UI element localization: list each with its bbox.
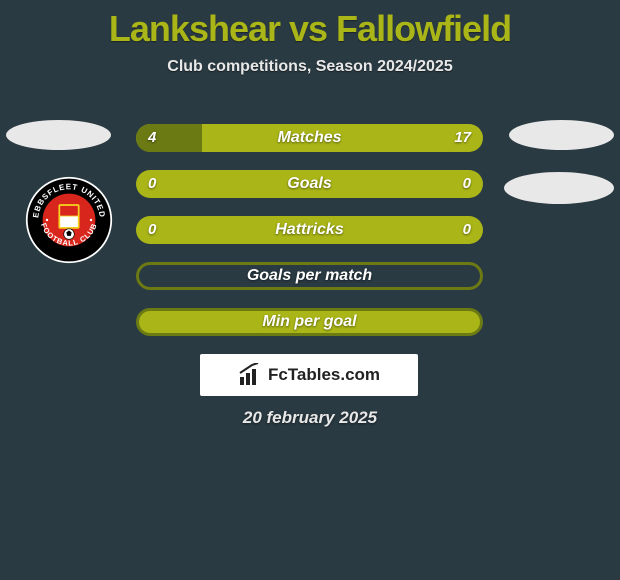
stat-label: Goals per match: [139, 265, 480, 287]
page-subtitle: Club competitions, Season 2024/2025: [0, 58, 620, 76]
club-left-badge: EBBSFLEET UNITED FOOTBALL CLUB: [25, 176, 113, 264]
stat-row-hattricks: 0 Hattricks 0: [136, 216, 483, 244]
page-title: Lankshear vs Fallowfield: [0, 0, 620, 50]
club-right-badge-placeholder: [504, 172, 614, 204]
fctables-banner[interactable]: FcTables.com: [200, 354, 418, 396]
stat-label: Matches: [136, 124, 483, 152]
stats-container: 4 Matches 17 0 Goals 0 0 Hattricks 0 Goa…: [136, 124, 483, 354]
stat-row-goals: 0 Goals 0: [136, 170, 483, 198]
stat-row-goals-per-match: Goals per match: [136, 262, 483, 290]
stat-value-right: 0: [451, 170, 483, 198]
stat-row-matches: 4 Matches 17: [136, 124, 483, 152]
date-label: 20 february 2025: [0, 408, 620, 428]
bar-chart-icon: [238, 363, 262, 387]
ebbsfleet-badge-icon: EBBSFLEET UNITED FOOTBALL CLUB: [25, 176, 113, 264]
player-left-avatar-placeholder: [6, 120, 111, 150]
stat-value-right: 0: [451, 216, 483, 244]
stat-value-right: 17: [442, 124, 483, 152]
player-right-avatar-placeholder: [509, 120, 614, 150]
banner-text: FcTables.com: [268, 365, 380, 385]
stat-label: Hattricks: [136, 216, 483, 244]
stat-label: Min per goal: [139, 311, 480, 333]
stat-label: Goals: [136, 170, 483, 198]
stat-row-min-per-goal: Min per goal: [136, 308, 483, 336]
